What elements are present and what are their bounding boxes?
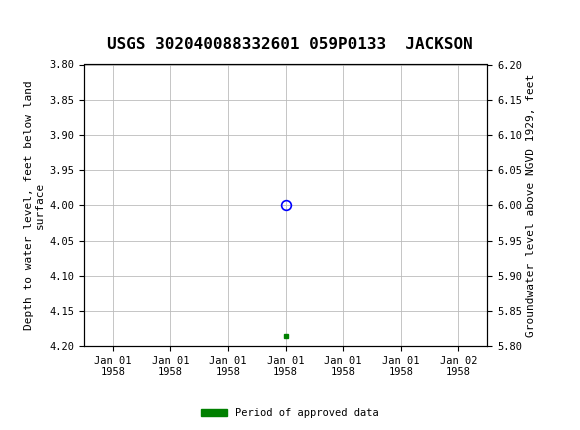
Text: ▧: ▧ [3,8,24,28]
Text: USGS: USGS [36,9,79,27]
Y-axis label: Depth to water level, feet below land
surface: Depth to water level, feet below land su… [24,80,45,330]
Text: USGS 302040088332601 059P0133  JACKSON: USGS 302040088332601 059P0133 JACKSON [107,37,473,52]
Text: ≋USGS: ≋USGS [5,9,59,27]
FancyBboxPatch shape [3,3,52,34]
Bar [1,2,31,35]
Y-axis label: Groundwater level above NGVD 1929, feet: Groundwater level above NGVD 1929, feet [526,74,536,337]
Legend: Period of approved data: Period of approved data [197,404,383,423]
